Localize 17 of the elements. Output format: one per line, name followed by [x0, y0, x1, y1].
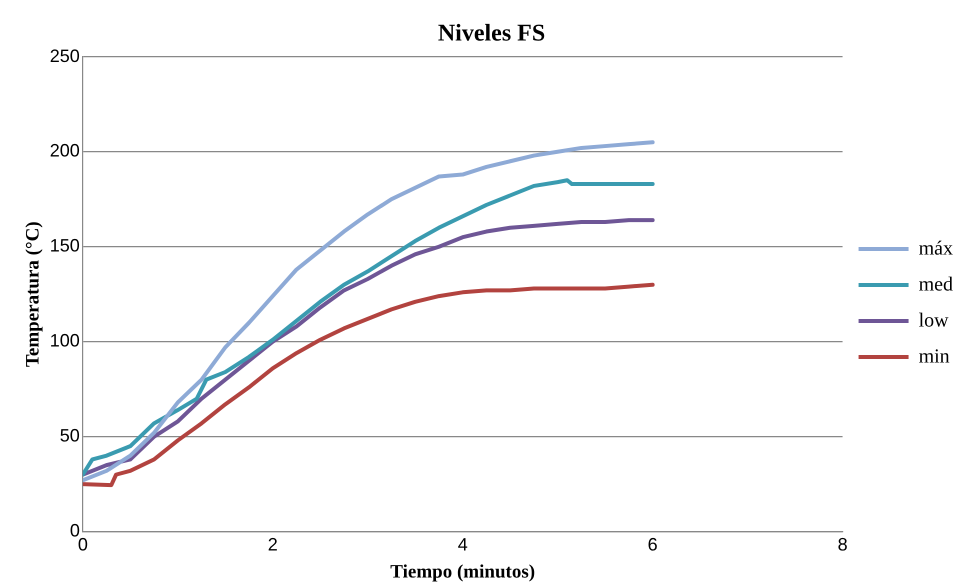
y-axis-title: Temperatura (°C) [22, 221, 44, 368]
y-tick-label: 100 [50, 330, 80, 351]
y-tick-label: 0 [70, 520, 80, 541]
y-tick-label: 250 [50, 46, 80, 66]
x-tick-label: 8 [838, 534, 848, 554]
y-tick-label: 200 [50, 140, 80, 161]
x-axis-title: Tiempo (minutos) [390, 562, 536, 583]
legend-label: med [918, 273, 954, 296]
chart-title: Niveles FS [438, 20, 546, 47]
legend-label: min [918, 345, 950, 368]
x-tick-label: 6 [648, 534, 658, 554]
legend-label: low [918, 309, 950, 332]
y-tick-label: 50 [60, 426, 80, 446]
legend-label: máx [918, 237, 954, 260]
x-tick-label: 4 [458, 534, 468, 554]
x-tick-label: 2 [268, 534, 278, 554]
y-tick-label: 150 [50, 236, 80, 256]
